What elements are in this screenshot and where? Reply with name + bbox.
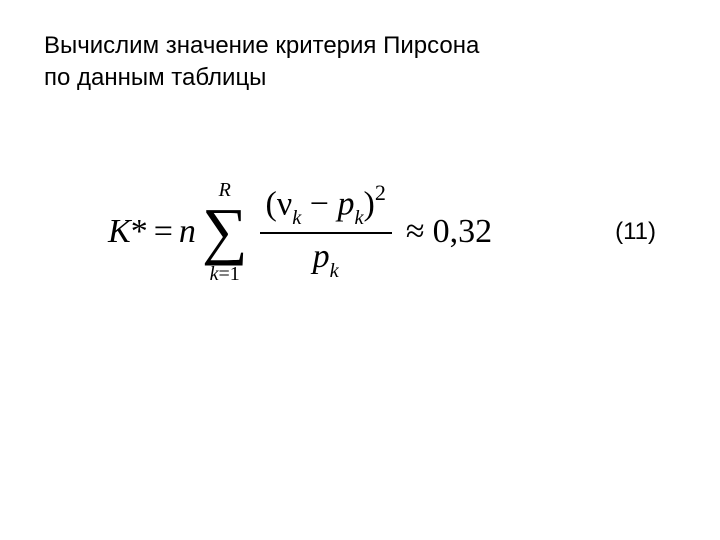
pearson-formula: K* = n R ∑ k=1 (νk − pk)2 pk ≈ 0,32 — [108, 180, 492, 284]
symbol-p-num: p — [337, 186, 354, 223]
sum-index-eq: =1 — [218, 263, 239, 285]
fraction-numerator: (νk − pk)2 — [260, 180, 392, 230]
minus-sign: − — [301, 186, 337, 223]
sum-lower-bound: k=1 — [210, 264, 240, 284]
approx-sign: ≈ — [406, 213, 425, 251]
coef-n: n — [179, 213, 196, 251]
result-value: 0,32 — [433, 213, 493, 251]
sigma-symbol: ∑ — [202, 202, 248, 260]
heading-text: Вычислим значение критерия Пирсона по да… — [44, 30, 479, 95]
fraction-bar — [260, 232, 392, 234]
symbol-star: * — [131, 213, 148, 251]
symbol-K: K — [108, 213, 131, 251]
lhs: K* — [108, 213, 148, 251]
fraction: (νk − pk)2 pk — [260, 180, 392, 283]
paren-close: ) — [364, 186, 375, 223]
symbol-p-den: p — [313, 238, 330, 275]
heading-line-2: по данным таблицы — [44, 64, 266, 91]
p-den-subscript: k — [330, 260, 339, 282]
heading-line-1: Вычислим значение критерия Пирсона — [44, 32, 479, 59]
paren-open: ( — [266, 186, 277, 223]
p-num-subscript: k — [354, 207, 363, 229]
nu-subscript: k — [292, 207, 301, 229]
summation: R ∑ k=1 — [202, 180, 248, 284]
equals-sign: = — [154, 213, 173, 251]
exponent-2: 2 — [375, 180, 386, 205]
equation-number: (11) — [615, 218, 656, 246]
fraction-denominator: pk — [307, 236, 345, 283]
symbol-nu: ν — [277, 186, 292, 223]
formula-row: K* = n R ∑ k=1 (νk − pk)2 pk ≈ 0,32 (11) — [44, 180, 676, 284]
